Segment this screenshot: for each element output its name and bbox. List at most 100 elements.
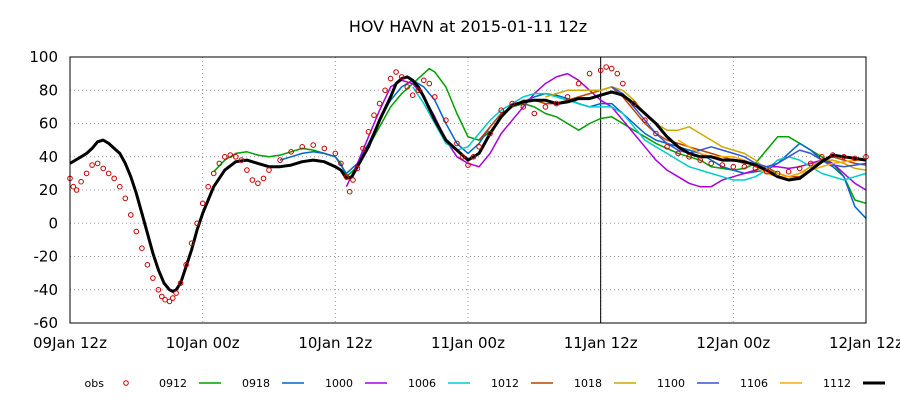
obs-point bbox=[697, 157, 704, 163]
obs-point bbox=[586, 70, 593, 77]
obs-point bbox=[376, 100, 383, 107]
series-line-1018 bbox=[545, 86, 867, 178]
obs-point bbox=[249, 177, 256, 183]
legend-label-1100: 1100 bbox=[657, 377, 685, 390]
obs-point bbox=[194, 220, 200, 227]
obs-point bbox=[371, 112, 377, 118]
obs-point bbox=[277, 157, 283, 163]
obs-points bbox=[67, 64, 869, 305]
obs-point bbox=[531, 110, 538, 117]
obs-point bbox=[139, 245, 145, 251]
y-tick-label: -60 bbox=[34, 314, 59, 332]
obs-point bbox=[393, 69, 399, 75]
obs-point bbox=[216, 160, 223, 167]
obs-point bbox=[432, 94, 438, 100]
obs-point bbox=[150, 275, 156, 281]
obs-point bbox=[454, 140, 460, 147]
obs-point bbox=[819, 154, 825, 160]
obs-point bbox=[332, 150, 339, 157]
obs-point bbox=[421, 77, 427, 84]
legend-label-1106: 1106 bbox=[740, 377, 768, 390]
x-tick-label: 09Jan 12z bbox=[33, 334, 107, 352]
obs-point bbox=[597, 67, 604, 74]
y-tick-label: -20 bbox=[34, 248, 59, 266]
x-tick-label: 10Jan 00z bbox=[166, 334, 240, 352]
obs-point bbox=[852, 155, 858, 162]
obs-point bbox=[173, 290, 179, 296]
obs-point bbox=[266, 167, 272, 173]
obs-point bbox=[117, 183, 123, 190]
obs-point bbox=[487, 130, 493, 137]
x-tick-label: 10Jan 12z bbox=[298, 334, 372, 352]
obs-point bbox=[785, 168, 792, 175]
obs-point bbox=[631, 100, 637, 107]
obs-point bbox=[614, 70, 621, 77]
obs-point bbox=[509, 100, 516, 107]
legend-label-0912: 0912 bbox=[159, 377, 187, 390]
obs-point bbox=[299, 144, 306, 150]
x-tick-label: 11Jan 00z bbox=[431, 334, 505, 352]
obs-point bbox=[459, 154, 466, 160]
legend-label-1006: 1006 bbox=[408, 377, 436, 390]
y-tick-label: 40 bbox=[39, 148, 58, 166]
y-tick-label: 20 bbox=[39, 181, 58, 199]
obs-point bbox=[564, 94, 571, 100]
obs-point bbox=[675, 150, 681, 157]
obs-point bbox=[763, 168, 770, 175]
legend-label-1012: 1012 bbox=[491, 377, 519, 390]
obs-point bbox=[387, 75, 394, 82]
obs-point bbox=[210, 170, 217, 177]
obs-point bbox=[128, 212, 134, 218]
series-line-1100 bbox=[611, 86, 867, 168]
obs-point bbox=[664, 144, 670, 150]
obs-point bbox=[465, 162, 471, 168]
obs-point bbox=[553, 100, 560, 107]
obs-point bbox=[255, 180, 261, 187]
obs-point bbox=[199, 200, 206, 207]
obs-point bbox=[404, 84, 411, 90]
legend-label-0918: 0918 bbox=[242, 377, 270, 390]
series-layer bbox=[69, 67, 867, 293]
obs-point bbox=[170, 295, 176, 301]
obs-point bbox=[830, 152, 836, 158]
obs-point bbox=[520, 104, 527, 110]
obs-point bbox=[365, 129, 372, 135]
obs-point bbox=[133, 228, 140, 235]
obs-point bbox=[719, 162, 726, 168]
obs-point bbox=[183, 262, 189, 268]
x-tick-label: 11Jan 12z bbox=[564, 334, 638, 352]
obs-point bbox=[155, 287, 162, 293]
obs-point bbox=[730, 163, 737, 170]
obs-point bbox=[70, 183, 77, 190]
obs-point bbox=[470, 154, 477, 160]
series-line-1006 bbox=[412, 86, 867, 181]
obs-point bbox=[443, 117, 449, 123]
obs-point bbox=[642, 117, 648, 123]
obs-point bbox=[426, 80, 433, 87]
obs-point bbox=[83, 170, 90, 177]
obs-point bbox=[686, 154, 692, 160]
legend-label-1018: 1018 bbox=[574, 377, 602, 390]
obs-point bbox=[166, 298, 173, 305]
legend-swatch-obs bbox=[123, 380, 129, 386]
obs-point bbox=[260, 175, 267, 182]
y-tick-label: 80 bbox=[39, 81, 58, 99]
series-line-1112 bbox=[69, 75, 867, 293]
obs-point bbox=[310, 142, 317, 148]
obs-point bbox=[741, 163, 748, 170]
obs-point bbox=[227, 152, 234, 158]
x-tick-label: 12Jan 12z bbox=[829, 334, 900, 352]
obs-point bbox=[807, 160, 814, 167]
obs-point bbox=[111, 175, 117, 182]
obs-point bbox=[78, 178, 84, 185]
obs-point bbox=[105, 170, 112, 177]
chart-title: HOV HAVN at 2015-01-11 12z bbox=[349, 17, 587, 36]
obs-point bbox=[575, 80, 582, 87]
obs-point bbox=[354, 165, 361, 172]
obs-point bbox=[321, 145, 328, 152]
y-tick-label: 100 bbox=[29, 48, 58, 66]
obs-point bbox=[177, 280, 184, 286]
y-tick-label: 60 bbox=[39, 115, 58, 133]
obs-point bbox=[205, 183, 211, 190]
